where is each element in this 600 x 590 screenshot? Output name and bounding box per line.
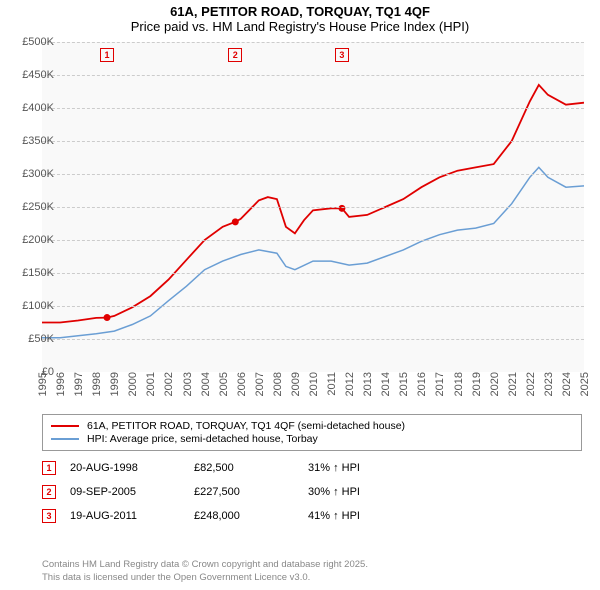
sale-row: 3 19-AUG-2011 £248,000 41% ↑ HPI [42, 504, 582, 528]
x-axis: 1995199619971998199920002001200220032004… [42, 372, 584, 412]
x-axis-label: 2004 [200, 372, 212, 396]
x-axis-label: 2022 [525, 372, 537, 396]
x-axis-label: 2017 [434, 372, 446, 396]
y-axis-label: £500K [14, 36, 54, 48]
y-axis-label: £150K [14, 267, 54, 279]
legend-swatch [51, 438, 79, 440]
sale-price: £248,000 [194, 510, 294, 522]
x-axis-label: 2011 [326, 372, 338, 396]
x-axis-label: 1997 [73, 372, 85, 396]
x-axis-label: 2001 [145, 372, 157, 396]
attribution: Contains HM Land Registry data © Crown c… [42, 559, 368, 584]
x-axis-label: 2009 [290, 372, 302, 396]
x-axis-label: 2010 [308, 372, 320, 396]
gridline [42, 306, 584, 307]
x-axis-label: 2006 [236, 372, 248, 396]
sale-marker-1: 1 [100, 48, 114, 62]
gridline [42, 75, 584, 76]
legend-label: 61A, PETITOR ROAD, TORQUAY, TQ1 4QF (sem… [87, 420, 405, 432]
gridline [42, 240, 584, 241]
sale-row: 1 20-AUG-1998 £82,500 31% ↑ HPI [42, 456, 582, 480]
sale-delta: 30% ↑ HPI [308, 486, 360, 498]
sales-table: 1 20-AUG-1998 £82,500 31% ↑ HPI 2 09-SEP-2005… [42, 456, 582, 528]
x-axis-label: 2021 [507, 372, 519, 396]
attribution-line: This data is licensed under the Open Gov… [42, 572, 368, 584]
x-axis-label: 2002 [163, 372, 175, 396]
sale-row-marker: 1 [42, 461, 56, 475]
legend: 61A, PETITOR ROAD, TORQUAY, TQ1 4QF (sem… [42, 414, 582, 451]
x-axis-label: 2000 [127, 372, 139, 396]
x-axis-label: 2013 [362, 372, 374, 396]
x-axis-label: 2005 [218, 372, 230, 396]
gridline [42, 339, 584, 340]
gridline [42, 207, 584, 208]
legend-label: HPI: Average price, semi-detached house,… [87, 433, 318, 445]
x-axis-label: 2015 [398, 372, 410, 396]
sale-dot [232, 218, 239, 225]
sale-price: £82,500 [194, 462, 294, 474]
chart-plot-area: 1 2 3 [42, 42, 584, 372]
y-axis-label: £100K [14, 300, 54, 312]
x-axis-label: 2014 [380, 372, 392, 396]
y-axis-label: £0 [14, 366, 54, 378]
x-axis-label: 1996 [55, 372, 67, 396]
sale-row-marker: 2 [42, 485, 56, 499]
gridline [42, 141, 584, 142]
sale-date: 09-SEP-2005 [70, 486, 180, 498]
x-axis-label: 2020 [489, 372, 501, 396]
attribution-line: Contains HM Land Registry data © Crown c… [42, 559, 368, 571]
legend-item: 61A, PETITOR ROAD, TORQUAY, TQ1 4QF (sem… [51, 420, 573, 432]
title-main: 61A, PETITOR ROAD, TORQUAY, TQ1 4QF [0, 4, 600, 19]
sale-price: £227,500 [194, 486, 294, 498]
y-axis-label: £400K [14, 102, 54, 114]
gridline [42, 42, 584, 43]
gridline [42, 108, 584, 109]
y-axis-label: £300K [14, 168, 54, 180]
sale-marker-2: 2 [228, 48, 242, 62]
x-axis-label: 1998 [91, 372, 103, 396]
x-axis-label: 2007 [254, 372, 266, 396]
legend-item: HPI: Average price, semi-detached house,… [51, 433, 573, 445]
y-axis-label: £200K [14, 234, 54, 246]
x-axis-label: 2016 [416, 372, 428, 396]
x-axis-label: 2024 [561, 372, 573, 396]
x-axis-label: 2003 [182, 372, 194, 396]
y-axis-label: £50K [14, 333, 54, 345]
series-pricepaid [42, 85, 584, 323]
sale-dot [104, 314, 111, 321]
sale-row-marker: 3 [42, 509, 56, 523]
y-axis-label: £250K [14, 201, 54, 213]
legend-swatch [51, 425, 79, 427]
gridline [42, 174, 584, 175]
gridline [42, 273, 584, 274]
sale-date: 20-AUG-1998 [70, 462, 180, 474]
x-axis-label: 1999 [109, 372, 121, 396]
sale-delta: 31% ↑ HPI [308, 462, 360, 474]
sale-dot [338, 205, 345, 212]
x-axis-label: 2019 [471, 372, 483, 396]
x-axis-label: 2012 [344, 372, 356, 396]
sale-delta: 41% ↑ HPI [308, 510, 360, 522]
y-axis-label: £450K [14, 69, 54, 81]
sale-date: 19-AUG-2011 [70, 510, 180, 522]
x-axis-label: 2008 [272, 372, 284, 396]
x-axis-label: 2023 [543, 372, 555, 396]
sale-marker-3: 3 [335, 48, 349, 62]
y-axis-label: £350K [14, 135, 54, 147]
chart-title-block: 61A, PETITOR ROAD, TORQUAY, TQ1 4QF Pric… [0, 0, 600, 36]
x-axis-label: 2025 [579, 372, 591, 396]
x-axis-label: 2018 [453, 372, 465, 396]
title-sub: Price paid vs. HM Land Registry's House … [0, 19, 600, 34]
sale-row: 2 09-SEP-2005 £227,500 30% ↑ HPI [42, 480, 582, 504]
